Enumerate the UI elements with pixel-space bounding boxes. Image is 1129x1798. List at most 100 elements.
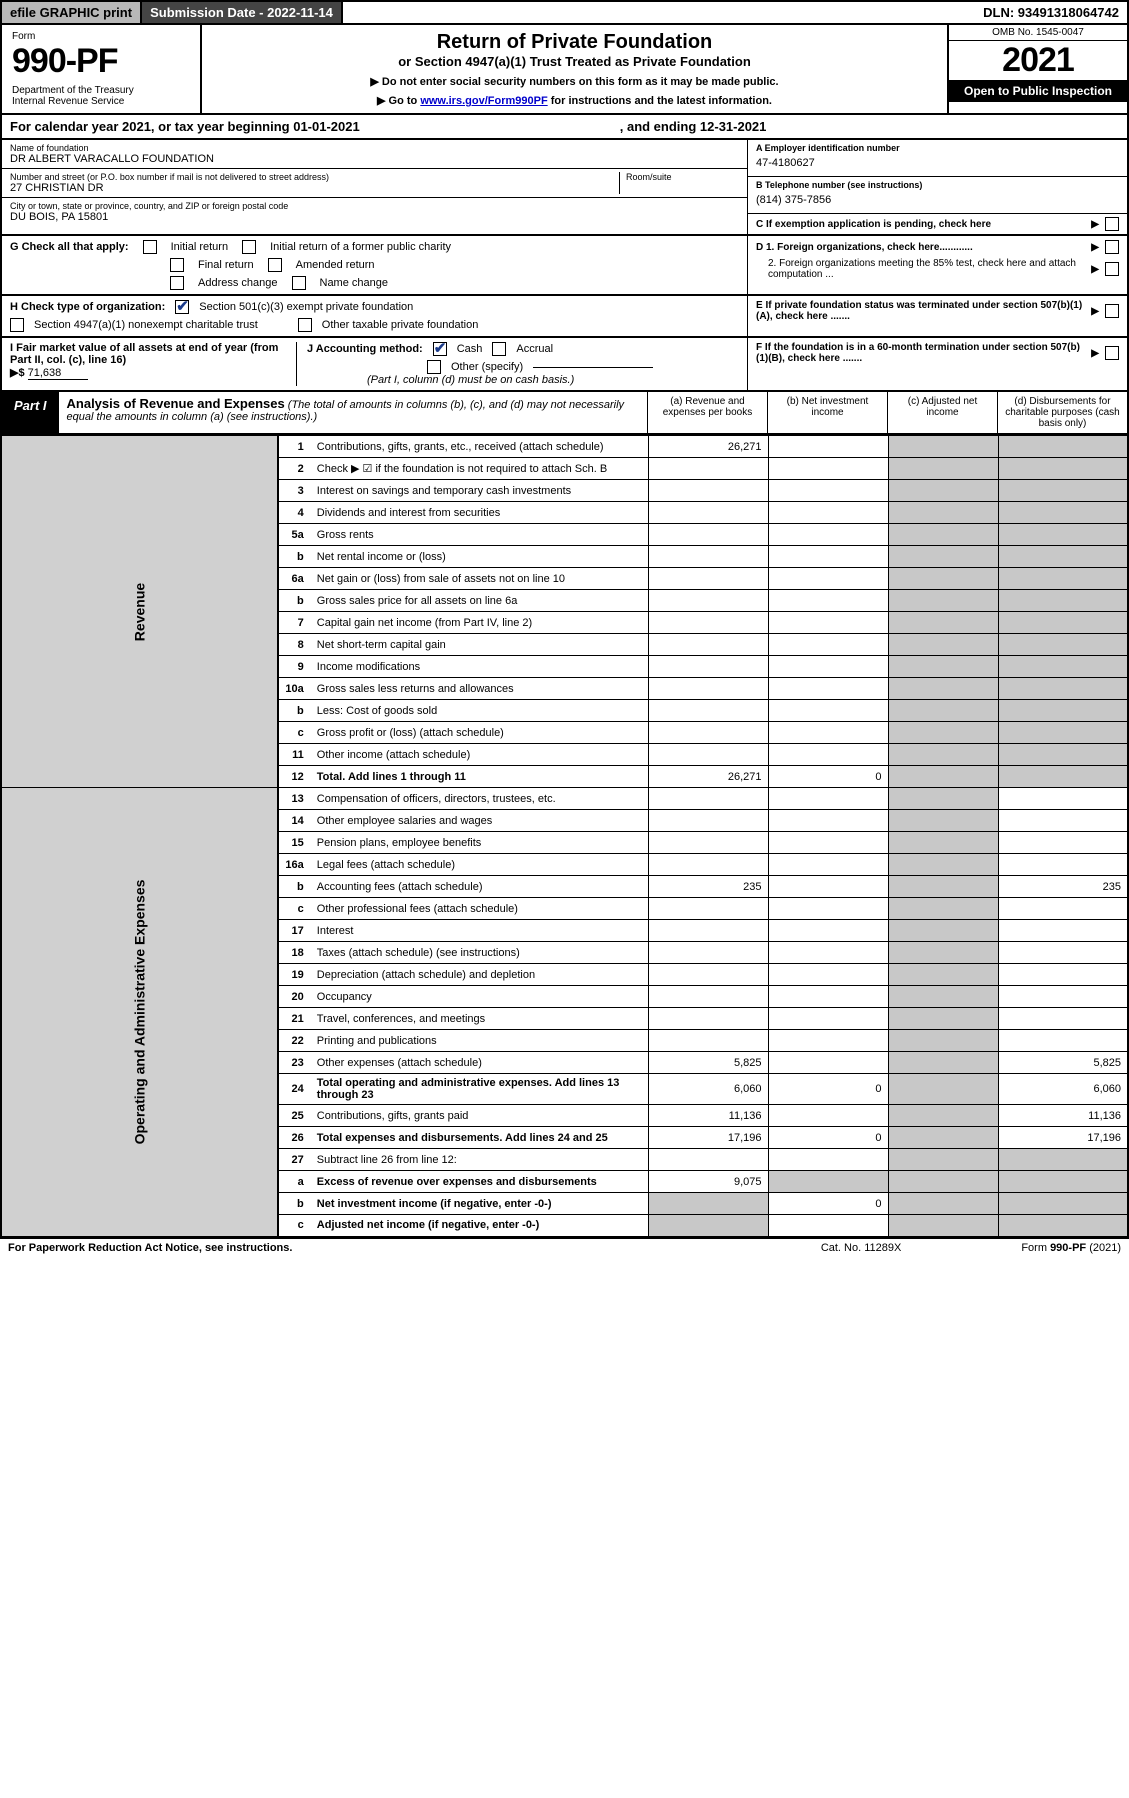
cell-a: 6,060	[648, 1074, 768, 1105]
line-number: 11	[278, 744, 312, 766]
instr-1: ▶ Do not enter social security numbers o…	[212, 75, 937, 88]
cell-c	[888, 942, 998, 964]
cell-a: 5,825	[648, 1052, 768, 1074]
tax-year: 2021	[949, 41, 1127, 80]
line-number: 17	[278, 920, 312, 942]
cell-d: 235	[998, 876, 1128, 898]
phone-label: B Telephone number (see instructions)	[756, 180, 1119, 190]
g-initial-former-checkbox[interactable]	[242, 240, 256, 254]
cell-d	[998, 524, 1128, 546]
section-h: H Check type of organization: Section 50…	[0, 296, 1129, 338]
line-desc: Interest	[312, 920, 648, 942]
cell-b	[768, 458, 888, 480]
line-number: 6a	[278, 568, 312, 590]
submission-date: Submission Date - 2022-11-14	[140, 2, 343, 23]
cell-b	[768, 1105, 888, 1127]
cell-d	[998, 1215, 1128, 1237]
g-initial-return-checkbox[interactable]	[143, 240, 157, 254]
line-desc: Other professional fees (attach schedule…	[312, 898, 648, 920]
cell-d	[998, 634, 1128, 656]
line-desc: Net investment income (if negative, ente…	[312, 1193, 648, 1215]
cell-d	[998, 766, 1128, 788]
line-desc: Depreciation (attach schedule) and deple…	[312, 964, 648, 986]
f-checkbox[interactable]	[1105, 346, 1119, 360]
cell-c	[888, 1008, 998, 1030]
cell-b	[768, 942, 888, 964]
d2-checkbox[interactable]	[1105, 262, 1119, 276]
cell-a	[648, 700, 768, 722]
cell-d	[998, 1171, 1128, 1193]
col-d-header: (d) Disbursements for charitable purpose…	[997, 392, 1127, 433]
cell-d	[998, 700, 1128, 722]
cell-d	[998, 898, 1128, 920]
j-cash-checkbox[interactable]	[433, 342, 447, 356]
line-number: 10a	[278, 678, 312, 700]
cell-b: 0	[768, 1193, 888, 1215]
h-4947-checkbox[interactable]	[10, 318, 24, 332]
cell-c	[888, 634, 998, 656]
h-label: H Check type of organization:	[10, 301, 165, 313]
cell-b: 0	[768, 1127, 888, 1149]
cell-b	[768, 568, 888, 590]
line-number: 14	[278, 810, 312, 832]
e-label: E If private foundation status was termi…	[756, 300, 1085, 322]
cell-a: 235	[648, 876, 768, 898]
line-number: a	[278, 1171, 312, 1193]
g-address-change-checkbox[interactable]	[170, 276, 184, 290]
footer-right: Form 990-PF (2021)	[1021, 1242, 1121, 1254]
line-desc: Other expenses (attach schedule)	[312, 1052, 648, 1074]
omb-number: OMB No. 1545-0047	[949, 25, 1127, 41]
c-label: C If exemption application is pending, c…	[756, 219, 1085, 230]
d1-checkbox[interactable]	[1105, 240, 1119, 254]
e-checkbox[interactable]	[1105, 304, 1119, 318]
cell-c	[888, 1052, 998, 1074]
line-desc: Subtract line 26 from line 12:	[312, 1149, 648, 1171]
cell-c	[888, 766, 998, 788]
line-number: 18	[278, 942, 312, 964]
name-label: Name of foundation	[10, 143, 739, 153]
line-number: 3	[278, 480, 312, 502]
cell-c	[888, 1030, 998, 1052]
g-final-return-checkbox[interactable]	[170, 258, 184, 272]
d1-label: D 1. Foreign organizations, check here..…	[756, 242, 1085, 253]
cell-d	[998, 986, 1128, 1008]
line-desc: Legal fees (attach schedule)	[312, 854, 648, 876]
j-accrual-checkbox[interactable]	[492, 342, 506, 356]
cell-a: 26,271	[648, 436, 768, 458]
open-to-public: Open to Public Inspection	[949, 80, 1127, 102]
line-desc: Occupancy	[312, 986, 648, 1008]
line-number: 13	[278, 788, 312, 810]
cell-a	[648, 920, 768, 942]
line-number: c	[278, 1215, 312, 1237]
j-other-checkbox[interactable]	[427, 360, 441, 374]
entity-info: Name of foundation DR ALBERT VARACALLO F…	[0, 140, 1129, 236]
i-label: I Fair market value of all assets at end…	[10, 342, 278, 366]
g-amended-return-checkbox[interactable]	[268, 258, 282, 272]
line-desc: Total. Add lines 1 through 11	[312, 766, 648, 788]
cell-a	[648, 810, 768, 832]
c-checkbox[interactable]	[1105, 217, 1119, 231]
cell-c	[888, 1127, 998, 1149]
cell-b	[768, 1052, 888, 1074]
calendar-year-row: For calendar year 2021, or tax year begi…	[0, 115, 1129, 140]
topbar: efile GRAPHIC print Submission Date - 20…	[0, 0, 1129, 25]
cell-d	[998, 832, 1128, 854]
cell-b	[768, 832, 888, 854]
cell-c	[888, 1074, 998, 1105]
g-name-change-checkbox[interactable]	[292, 276, 306, 290]
form990pf-link[interactable]: www.irs.gov/Form990PF	[420, 95, 547, 107]
cell-c	[888, 700, 998, 722]
h-501c3-checkbox[interactable]	[175, 300, 189, 314]
line-desc: Dividends and interest from securities	[312, 502, 648, 524]
cell-d	[998, 788, 1128, 810]
cell-a: 26,271	[648, 766, 768, 788]
cell-d: 17,196	[998, 1127, 1128, 1149]
line-desc: Compensation of officers, directors, tru…	[312, 788, 648, 810]
col-b-header: (b) Net investment income	[767, 392, 887, 433]
h-other-taxable-checkbox[interactable]	[298, 318, 312, 332]
line-number: 5a	[278, 524, 312, 546]
cell-d	[998, 590, 1128, 612]
cell-c	[888, 920, 998, 942]
cell-b	[768, 656, 888, 678]
cell-d	[998, 502, 1128, 524]
